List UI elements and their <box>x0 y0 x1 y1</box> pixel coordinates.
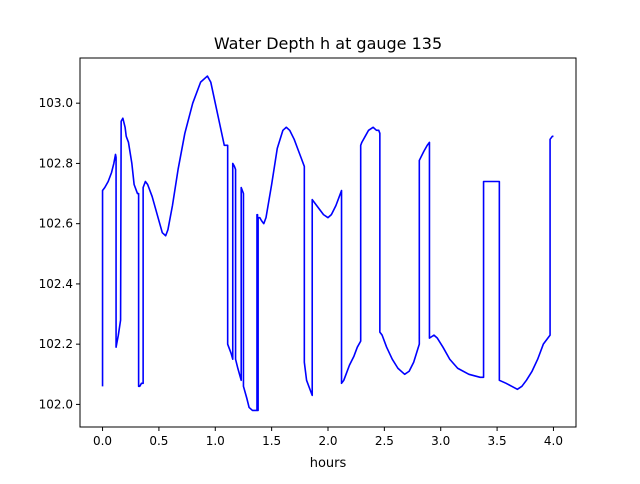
x-tick-label: 1.0 <box>206 434 225 448</box>
y-tick-label: 102.6 <box>39 217 73 231</box>
x-tick-label: 0.0 <box>93 434 112 448</box>
x-tick-label: 0.5 <box>149 434 168 448</box>
x-axis-label: hours <box>310 456 347 471</box>
x-tick-label: 4.0 <box>544 434 563 448</box>
x-tick-label: 2.5 <box>375 434 394 448</box>
x-tick-label: 1.5 <box>262 434 281 448</box>
y-tick-label: 102.4 <box>39 277 73 291</box>
x-tick-label: 3.0 <box>431 434 450 448</box>
plot-area-background <box>80 58 576 427</box>
y-tick-label: 102.8 <box>39 156 73 170</box>
y-tick-label: 102.0 <box>39 397 73 411</box>
chart-title: Water Depth h at gauge 135 <box>214 34 442 53</box>
x-tick-label: 3.5 <box>488 434 507 448</box>
y-tick-label: 102.2 <box>39 337 73 351</box>
series-line-0 <box>101 75 554 412</box>
x-tick-label: 2.0 <box>318 434 337 448</box>
y-tick-label: 103.0 <box>39 96 73 110</box>
